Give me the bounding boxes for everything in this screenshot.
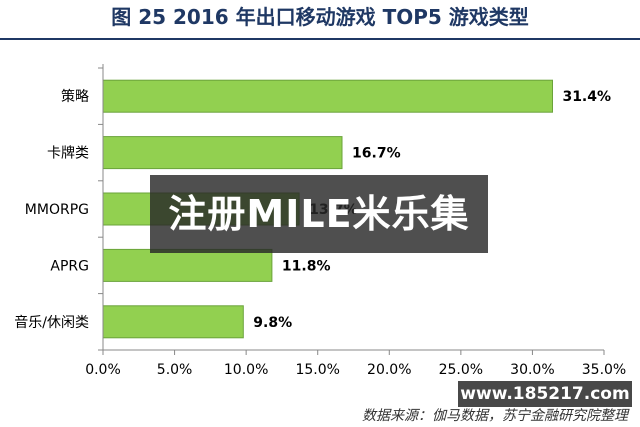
x-tick-label-5: 25.0% — [439, 362, 483, 378]
x-tick-label-6: 30.0% — [510, 362, 554, 378]
value-label-1: 16.7% — [352, 146, 401, 162]
bar-4 — [102, 305, 244, 339]
bar-0 — [102, 79, 553, 113]
data-source-note: 数据来源：伽马数据，苏宁金融研究院整理 — [362, 407, 628, 423]
axes — [98, 64, 605, 355]
x-tick-label-1: 5.0% — [157, 362, 193, 378]
x-tick-labels: 0.0% 5.0% 10.0% 15.0% 20.0% 25.0% 30.0% 35.0% — [85, 362, 626, 378]
category-label-2: MMORPG — [25, 202, 89, 218]
category-label-3: APRG — [50, 258, 89, 274]
value-label-0: 31.4% — [562, 89, 611, 105]
category-label-4: 音乐/休闲类 — [14, 314, 89, 331]
x-tick-label-4: 20.0% — [367, 362, 411, 378]
x-tick-label-0: 0.0% — [85, 362, 121, 378]
bar-3 — [102, 248, 273, 282]
chart-title: 图 25 2016 年出口移动游戏 TOP5 游戏类型 — [0, 0, 640, 40]
x-tick-label-3: 15.0% — [295, 362, 339, 378]
site-watermark: www.185217.com — [458, 381, 632, 407]
category-label-1: 卡牌类 — [47, 145, 89, 162]
value-label-4: 9.8% — [253, 315, 292, 331]
category-label-0: 策略 — [61, 88, 89, 105]
x-tick-label-7: 35.0% — [582, 362, 626, 378]
value-label-3: 11.8% — [282, 258, 331, 274]
promo-overlay-banner: 注册MILE米乐集团 — [150, 175, 488, 314]
x-tick-label-2: 10.0% — [224, 362, 268, 378]
bar-1 — [102, 136, 343, 170]
